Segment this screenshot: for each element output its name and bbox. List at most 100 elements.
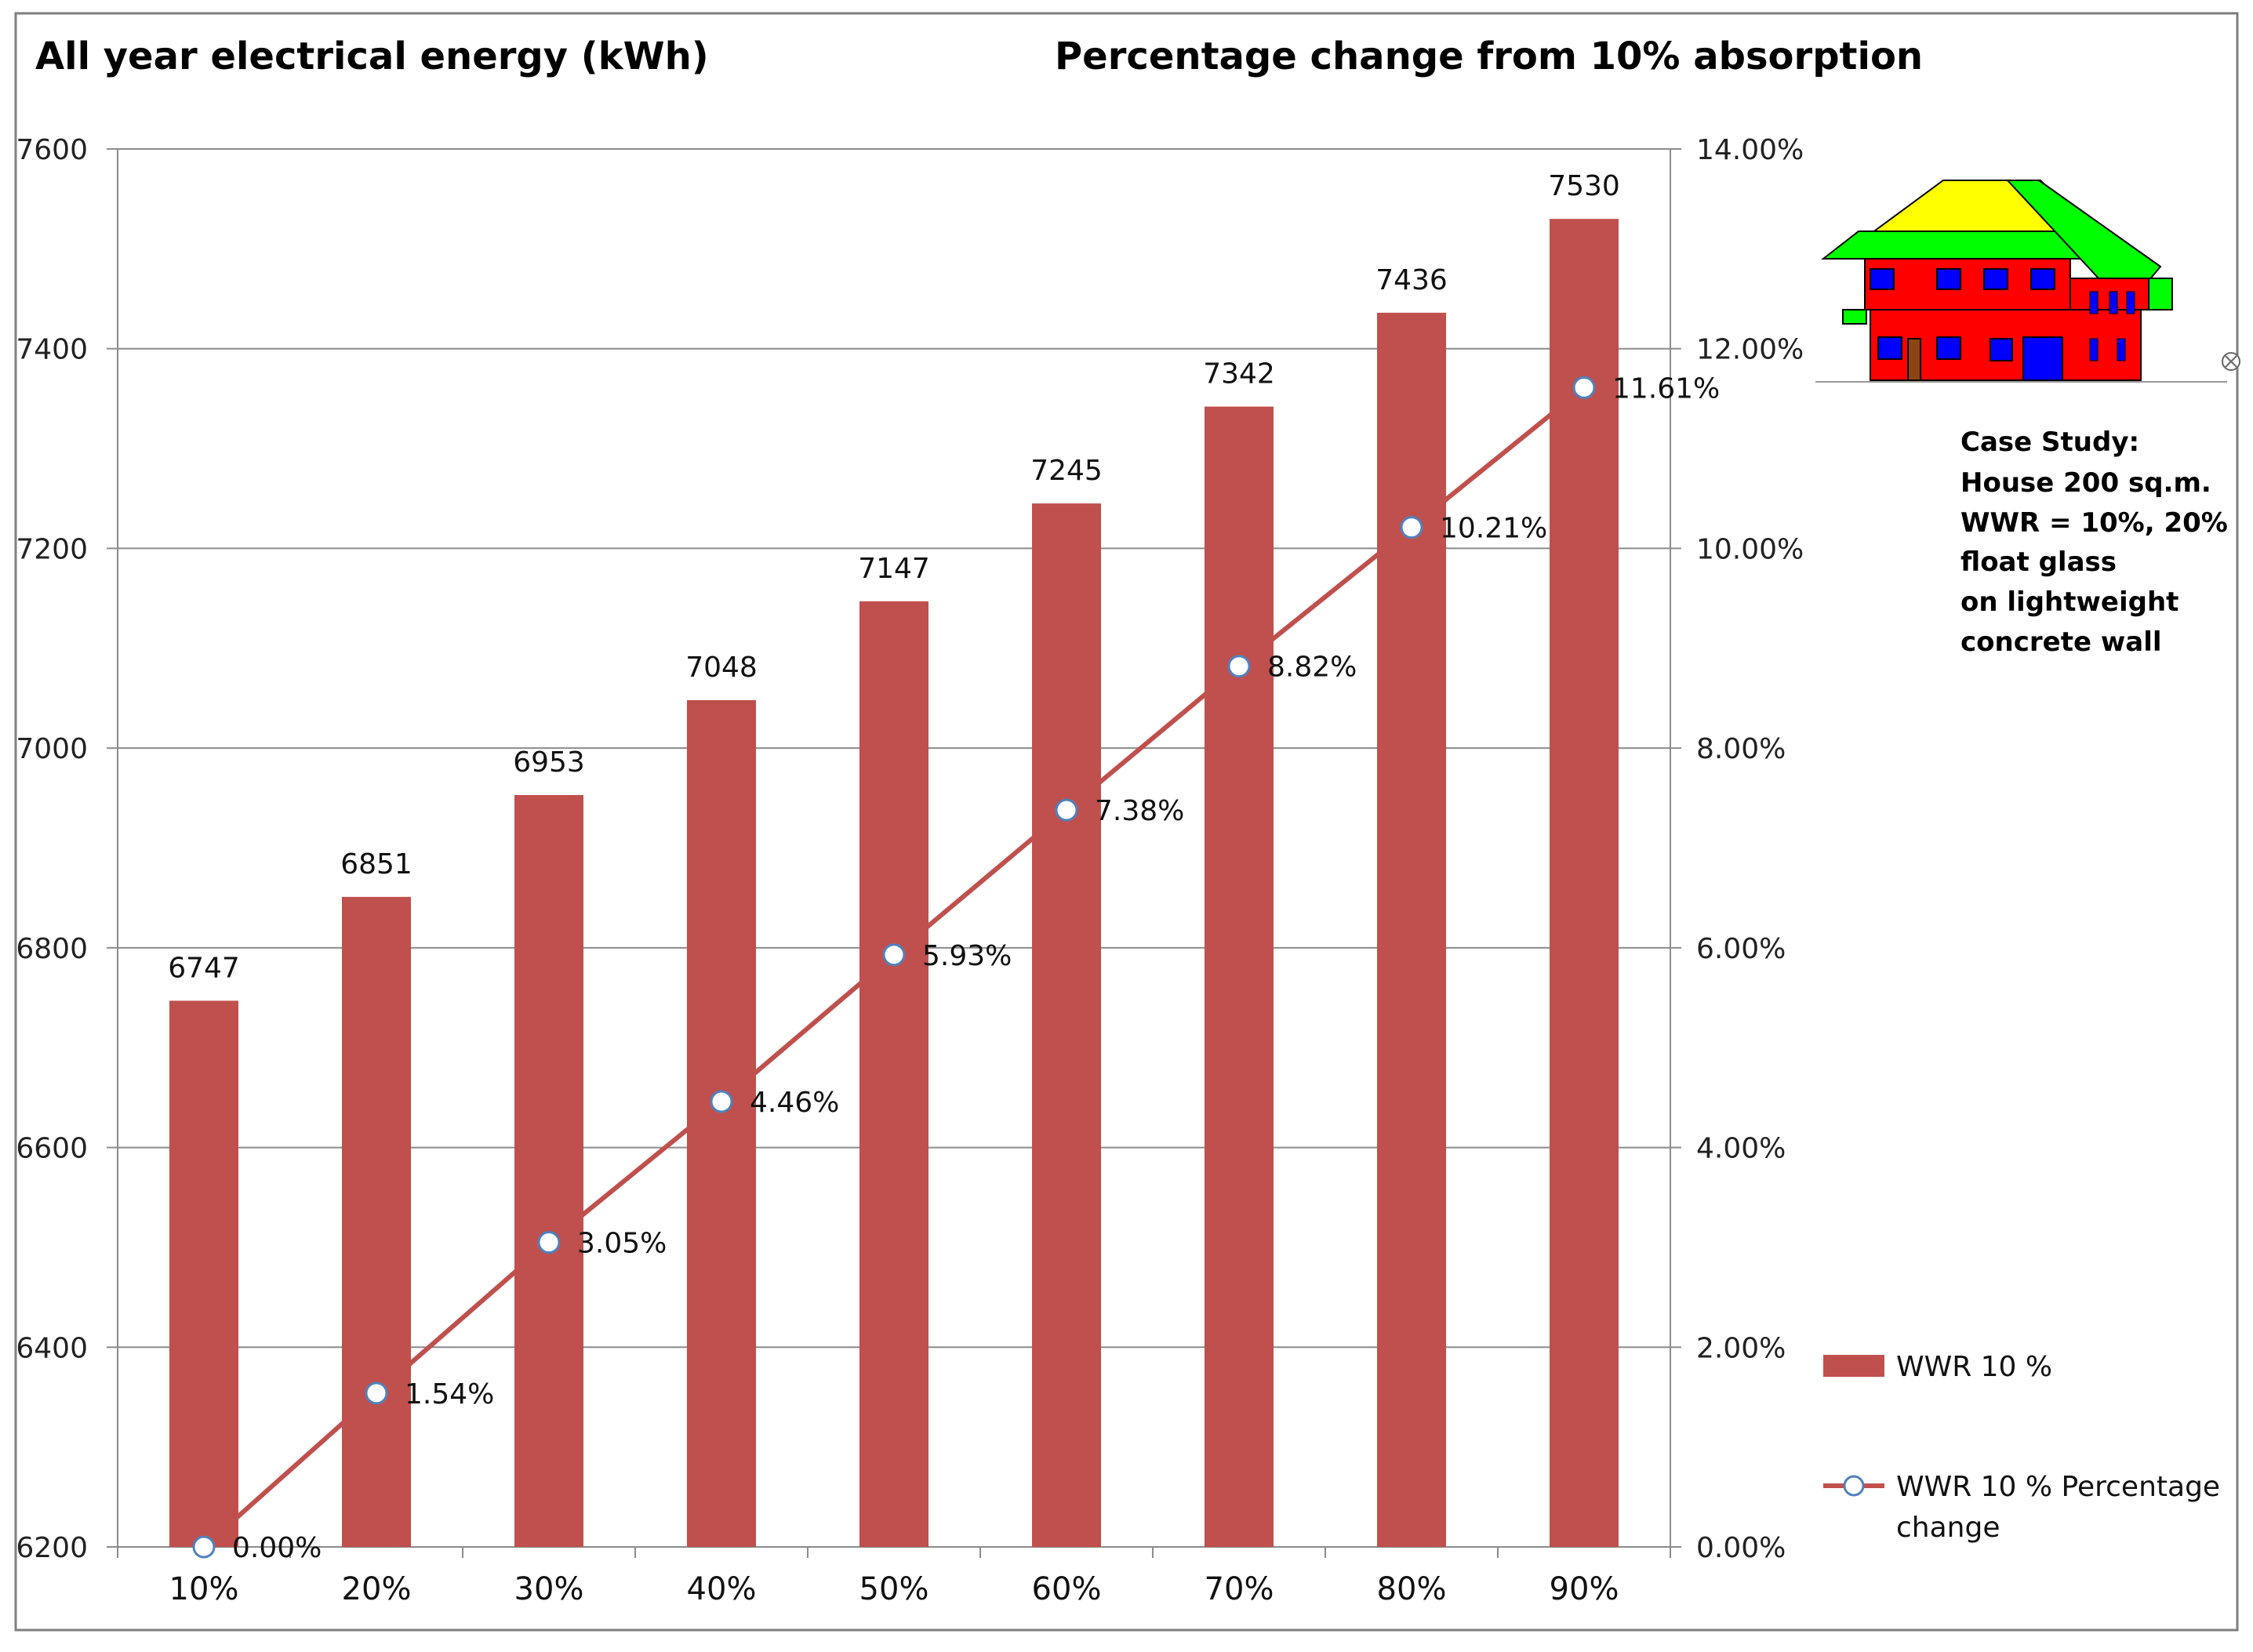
y-right-tick-label: 10.00% [1696,533,1804,565]
y-right-tick-label: 4.00% [1696,1133,1786,1165]
chart-title-left: All year electrical energy (kWh) [35,34,709,78]
house-window [2126,291,2135,314]
y-right-tick-label: 14.00% [1696,134,1804,166]
close-icon-stroke [2225,355,2237,368]
bar-value-label: 6747 [168,952,240,984]
note-line: on lightweight [1960,586,2179,618]
note-line: concrete wall [1960,626,2162,658]
line-point [882,943,906,967]
bar-value-label: 6851 [340,848,412,880]
bar-value-label: 7436 [1375,264,1448,296]
house-window [1990,338,2013,361]
bar [1550,219,1619,1547]
note-line: Case Study: [1960,427,2139,458]
house-window [1936,268,1961,290]
line-point [1055,798,1078,822]
house-window [2030,268,2055,290]
y-left-tick-label: 7400 [16,334,88,366]
house-window [1870,268,1895,290]
line-value-label: 3.05% [577,1228,667,1260]
line-point [1400,516,1423,539]
house-middle-eave [1842,309,1867,325]
bar-value-label: 7342 [1203,358,1275,390]
x-tick-label: 10% [169,1571,239,1607]
bar [1205,406,1274,1547]
line-value-label: 11.61% [1612,372,1720,405]
y-left-tick-label: 6600 [16,1133,88,1165]
house-window [1936,336,1961,360]
bar [1377,312,1446,1547]
x-tick-label: 70% [1205,1571,1274,1607]
y-left-tick-label: 7600 [16,134,88,166]
y-right-tick-label: 0.00% [1696,1532,1786,1564]
line-value-label: 7.38% [1095,795,1184,827]
x-tick-label: 50% [859,1571,929,1607]
bar-value-label: 7245 [1030,455,1103,487]
y-right-tick-label: 2.00% [1696,1332,1786,1364]
house-window [1983,268,2008,290]
note-line: House 200 sq.m. [1960,467,2211,499]
line-value-label: 10.21% [1440,513,1547,545]
bar [687,700,756,1547]
y-left-tick-label: 6200 [16,1532,88,1564]
bar [1032,503,1101,1547]
line-value-label: 5.93% [922,940,1012,972]
note-line: WWR = 10%, 20% [1960,507,2228,539]
x-tick-label: 20% [342,1571,412,1607]
y-left-tick-label: 7000 [16,733,88,765]
line-point [537,1231,561,1254]
legend-label-bar: WWR 10 % [1896,1351,2052,1383]
line-point [192,1535,216,1559]
house-door [1907,338,1921,381]
bar [514,795,583,1547]
bar [342,896,411,1547]
axes: 6200 6400 6600 6800 7000 7200 7400 7600 0.00% 2.0… [16,134,1804,1607]
legend-label-line-1: WWR 10 % Percentage [1896,1471,2220,1503]
legend-label-line: WWR 10 % Percentage change [1896,1471,2229,1544]
y-left-tick-label: 6800 [16,933,88,965]
line-point [1572,376,1596,399]
case-study-note: Case Study: House 200 sq.m. WWR = 10%, 2… [1960,427,2237,658]
data-labels: 6747 6851 6953 7048 7147 7245 7342 7436 7530 0.00… [168,170,1720,1564]
house-garage-door [2022,336,2063,381]
x-tick-label: 40% [687,1571,757,1607]
house-window [2117,338,2126,361]
line-value-label: 1.54% [405,1378,494,1411]
y-left-tick-label: 7200 [16,533,88,565]
line-point [365,1382,388,1405]
legend: WWR 10 % WWR 10 % Percentage change [1823,1351,2229,1544]
house-window [2109,291,2118,314]
y-right-tick-label: 12.00% [1696,334,1804,366]
x-tick-label: 80% [1377,1571,1447,1607]
legend-label-line-2: change [1896,1512,2000,1544]
bar [169,1000,238,1547]
x-tick-label: 90% [1550,1571,1619,1607]
house-window [1877,336,1902,360]
bar-value-label: 6953 [513,746,585,779]
x-tick-label: 60% [1032,1571,1102,1607]
house-window [2089,291,2099,314]
legend-swatch-bar [1823,1355,1884,1377]
y-left-tick-label: 6400 [16,1332,88,1364]
line-value-label: 8.82% [1267,652,1357,684]
y-right-tick-label: 6.00% [1696,933,1786,965]
line-series [192,376,1596,1559]
bar [859,601,928,1547]
line-value-label: 0.00% [232,1532,322,1564]
chart-title-right: Percentage change from 10% absorption [1055,34,1923,78]
note-line: float glass [1960,546,2117,578]
bar-value-label: 7530 [1548,170,1620,202]
house-window [2089,338,2099,361]
bar-value-label: 7048 [685,652,758,684]
y-right-tick-label: 8.00% [1696,733,1786,765]
bar-value-label: 7147 [858,553,930,585]
line-point [1227,655,1251,678]
house-right-eave [2148,278,2173,310]
house-illustration [1815,180,2240,383]
line-point [710,1090,733,1113]
x-tick-label: 30% [514,1571,584,1607]
line-value-label: 4.46% [750,1087,839,1119]
legend-swatch-marker [1843,1475,1865,1497]
